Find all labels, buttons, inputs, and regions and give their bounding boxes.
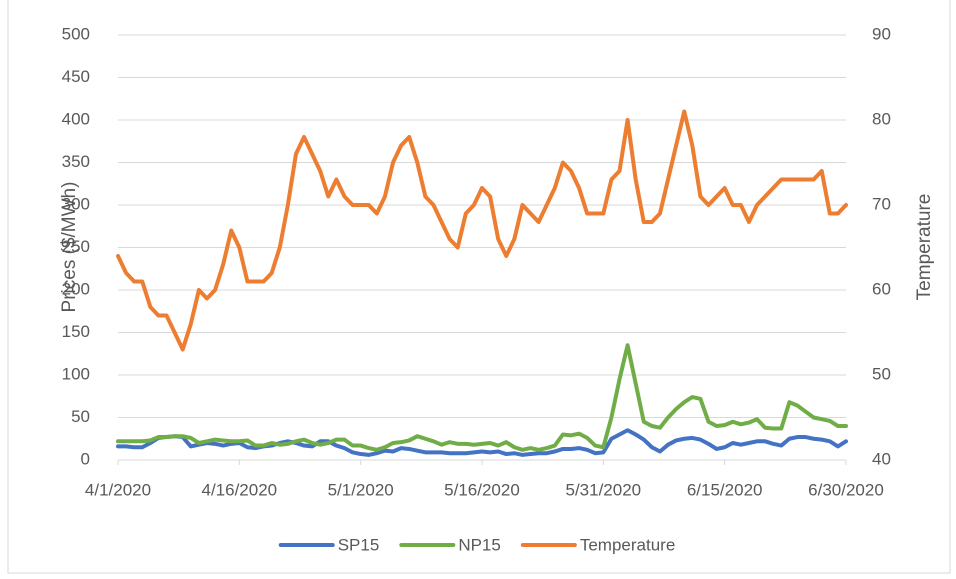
series-line [116, 343, 848, 452]
y-tick-label: 250 [62, 237, 90, 256]
y-tick-label: 200 [62, 279, 90, 298]
y2-tick-label: 60 [872, 279, 891, 298]
y2-tick-label: 90 [872, 24, 891, 43]
y-tick-label: 0 [81, 449, 90, 468]
x-tick-label: 4/1/2020 [85, 480, 151, 499]
x-tick-label: 5/31/2020 [566, 480, 642, 499]
y-axis-title: Prices ($/MWh) [59, 182, 80, 313]
legend-label: Temperature [580, 535, 675, 554]
chart-border [7, 0, 951, 574]
x-tick-label: 6/30/2020 [808, 480, 884, 499]
x-tick-label: 5/1/2020 [328, 480, 394, 499]
y-tick-label: 500 [62, 24, 90, 43]
x-tick-label: 5/16/2020 [444, 480, 520, 499]
y2-tick-label: 50 [872, 364, 891, 383]
y-tick-label: 350 [62, 152, 90, 171]
legend-label: SP15 [338, 535, 380, 554]
y-tick-label: 50 [71, 407, 90, 426]
legend-label: NP15 [458, 535, 501, 554]
y-tick-label: 450 [62, 67, 90, 86]
series-line [116, 109, 848, 352]
x-tick-label: 6/15/2020 [687, 480, 763, 499]
y2-tick-label: 40 [872, 449, 891, 468]
y-tick-label: 300 [62, 194, 90, 213]
y-tick-label: 100 [62, 364, 90, 383]
y2-tick-label: 70 [872, 194, 891, 213]
y2-tick-label: 80 [872, 109, 891, 128]
x-tick-label: 4/16/2020 [202, 480, 278, 499]
y-tick-label: 400 [62, 109, 90, 128]
y2-axis-title: Temperature [914, 194, 935, 301]
y-tick-label: 150 [62, 322, 90, 341]
